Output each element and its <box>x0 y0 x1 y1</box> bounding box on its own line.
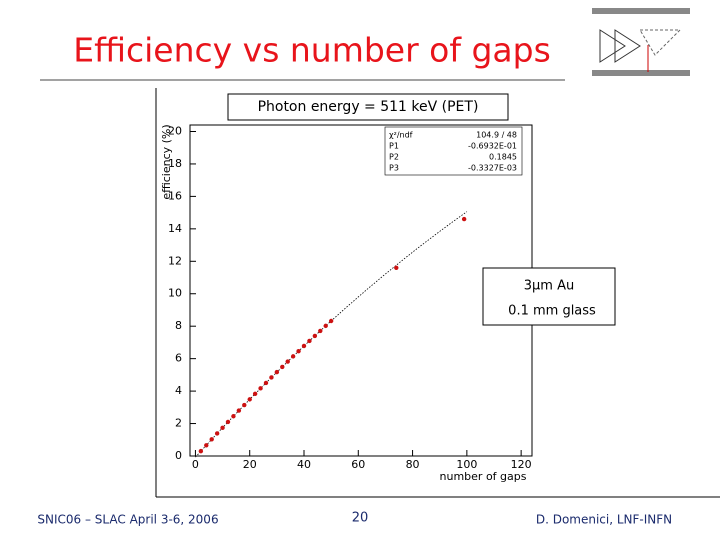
footer-right: D. Domenici, LNF-INFN <box>536 513 672 527</box>
y-tick-label: 4 <box>175 384 182 397</box>
footer-left: SNIC06 – SLAC April 3-6, 2006 <box>37 513 218 527</box>
y-tick-label: 10 <box>168 287 182 300</box>
data-point <box>198 448 204 454</box>
y-tick-label: 12 <box>168 254 182 267</box>
legend-line: 0.1 mm glass <box>508 304 596 319</box>
data-point <box>301 343 307 349</box>
data-point <box>285 359 290 364</box>
fit-curve <box>195 211 468 458</box>
page-number: 20 <box>352 511 369 526</box>
data-point <box>231 414 236 419</box>
data-point <box>323 323 328 329</box>
data-point <box>269 375 274 380</box>
data-point <box>318 328 323 334</box>
legend-line: 3μm Au <box>524 279 574 294</box>
data-point <box>328 318 334 324</box>
y-tick-label: 8 <box>175 319 182 332</box>
x-tick-label: 80 <box>406 458 420 471</box>
data-point <box>274 369 280 375</box>
data-point <box>242 402 247 408</box>
data-point <box>263 380 269 386</box>
fit-value: -0.3327E-03 <box>468 164 517 173</box>
fit-label: P2 <box>389 153 399 162</box>
data-point <box>220 425 225 430</box>
data-point <box>461 216 467 222</box>
fit-value: 104.9 / 48 <box>476 131 517 140</box>
y-tick-label: 18 <box>168 157 182 170</box>
annotation-box <box>227 93 509 121</box>
x-tick-label: 60 <box>351 458 365 471</box>
y-tick-label: 0 <box>175 449 182 462</box>
data-point <box>394 265 399 270</box>
data-point <box>225 419 231 425</box>
data-point <box>209 437 214 442</box>
y-tick-label: 6 <box>175 352 182 365</box>
x-axis-label: number of gaps <box>440 470 527 483</box>
data-point <box>296 348 301 354</box>
legend-box <box>482 267 616 326</box>
fit-label: P3 <box>389 164 399 173</box>
data-point <box>236 408 242 413</box>
fit-label: P1 <box>389 142 399 151</box>
y-axis-label: efficiency (%) <box>160 124 173 199</box>
data-point <box>247 397 252 402</box>
x-tick-label: 100 <box>456 458 477 471</box>
data-point <box>312 333 318 339</box>
fit-box <box>384 126 523 176</box>
annotation: Photon energy = 511 keV (PET) <box>258 99 479 115</box>
x-tick-label: 0 <box>192 458 199 471</box>
logo <box>592 8 690 76</box>
data-point <box>290 354 296 359</box>
slide-title: Efficiency vs number of gaps <box>73 31 551 70</box>
data-point <box>307 338 312 344</box>
x-tick-label: 20 <box>243 458 257 471</box>
data-point <box>204 443 209 448</box>
fit-label: χ²/ndf <box>389 131 413 140</box>
data-point <box>252 391 258 397</box>
x-tick-label: 40 <box>297 458 311 471</box>
y-tick-label: 20 <box>168 124 182 137</box>
y-tick-label: 2 <box>175 417 182 430</box>
y-tick-label: 14 <box>168 222 182 235</box>
fit-value: 0.1845 <box>489 153 517 162</box>
x-tick-label: 120 <box>511 458 532 471</box>
fit-value: -0.6932E-01 <box>468 142 517 151</box>
data-point <box>280 364 285 370</box>
data-point <box>258 386 263 391</box>
data-point <box>214 431 220 436</box>
y-tick-label: 16 <box>168 189 182 202</box>
